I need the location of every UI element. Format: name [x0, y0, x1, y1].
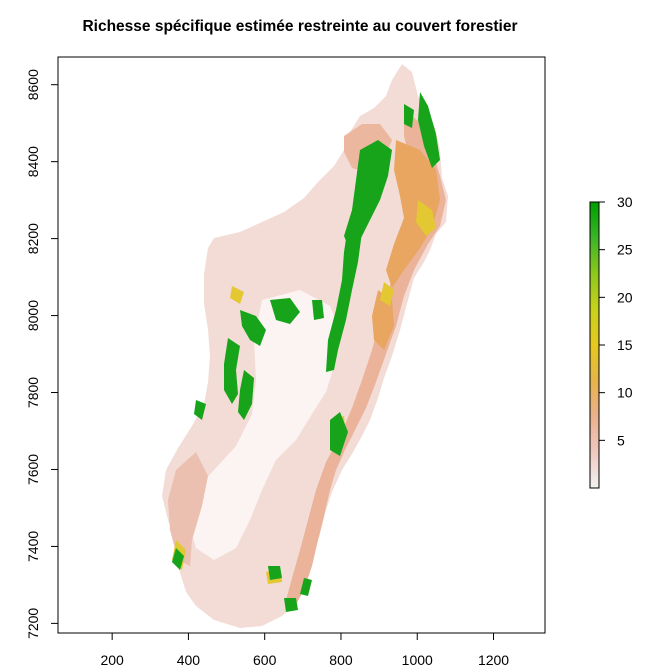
- madagascar-raster: [162, 64, 448, 628]
- y-tick-label: 8000: [25, 300, 41, 331]
- legend-ticks: 5 10 15 20 25 30: [599, 194, 633, 448]
- forest-west-3: [238, 370, 254, 420]
- legend-tick-label: 20: [617, 289, 633, 305]
- forest-southeast: [300, 578, 312, 596]
- x-axis: 200 400 600 800 1000 1200: [100, 632, 509, 668]
- y-ticks: 7200 7400 7600 7800 8000 8200 8400 8600: [25, 69, 58, 639]
- x-ticks: 200 400 600 800 1000 1200: [100, 633, 509, 668]
- forest-south-1: [268, 566, 282, 580]
- color-legend: 5 10 15 20 25 30: [589, 194, 633, 489]
- map-title: Richesse spécifique estimée restreinte a…: [82, 18, 518, 35]
- forest-sw: [172, 548, 184, 570]
- forest-ne: [344, 140, 392, 250]
- x-tick-label: 1200: [478, 652, 509, 668]
- forest-west-2: [224, 338, 240, 404]
- yellow-zone-w: [230, 286, 244, 304]
- legend-tick-label: 25: [617, 242, 633, 258]
- central-highlands: [188, 290, 340, 560]
- y-axis: 7200 7400 7600 7800 8000 8200 8400 8600: [25, 69, 59, 639]
- southwest-band: [168, 452, 208, 566]
- y-tick-label: 7200: [25, 608, 41, 639]
- y-tick-label: 8200: [25, 223, 41, 254]
- x-tick-label: 400: [177, 652, 201, 668]
- forest-east-2: [330, 412, 348, 456]
- legend-tick-label: 15: [617, 337, 633, 353]
- y-tick-label: 7800: [25, 377, 41, 408]
- x-tick-label: 1000: [402, 652, 433, 668]
- x-tick-label: 200: [100, 652, 124, 668]
- green-forest-zones: [172, 92, 440, 612]
- legend-tick-label: 30: [617, 194, 633, 210]
- forest-east-1: [326, 226, 362, 372]
- forest-central-2: [312, 300, 324, 320]
- northeast-orange: [386, 140, 440, 288]
- forest-north-1: [418, 92, 440, 168]
- forest-central-1: [270, 298, 300, 324]
- x-tick-label: 800: [329, 652, 353, 668]
- east-coast-band: [286, 110, 446, 608]
- y-tick-label: 8400: [25, 146, 41, 177]
- x-tick-label: 600: [253, 652, 277, 668]
- y-tick-label: 7400: [25, 531, 41, 562]
- y-tick-label: 8600: [25, 69, 41, 100]
- forest-west-1: [240, 310, 266, 346]
- forest-north-2: [404, 104, 414, 128]
- forest-west-4: [194, 400, 206, 420]
- yellow-zone-e: [380, 282, 394, 306]
- legend-tick-label: 5: [617, 432, 625, 448]
- y-tick-label: 7600: [25, 454, 41, 485]
- legend-tick-label: 10: [617, 385, 633, 401]
- yellow-zone-ne: [416, 200, 436, 236]
- legend-bar: [589, 201, 600, 489]
- forest-south-2: [284, 598, 298, 612]
